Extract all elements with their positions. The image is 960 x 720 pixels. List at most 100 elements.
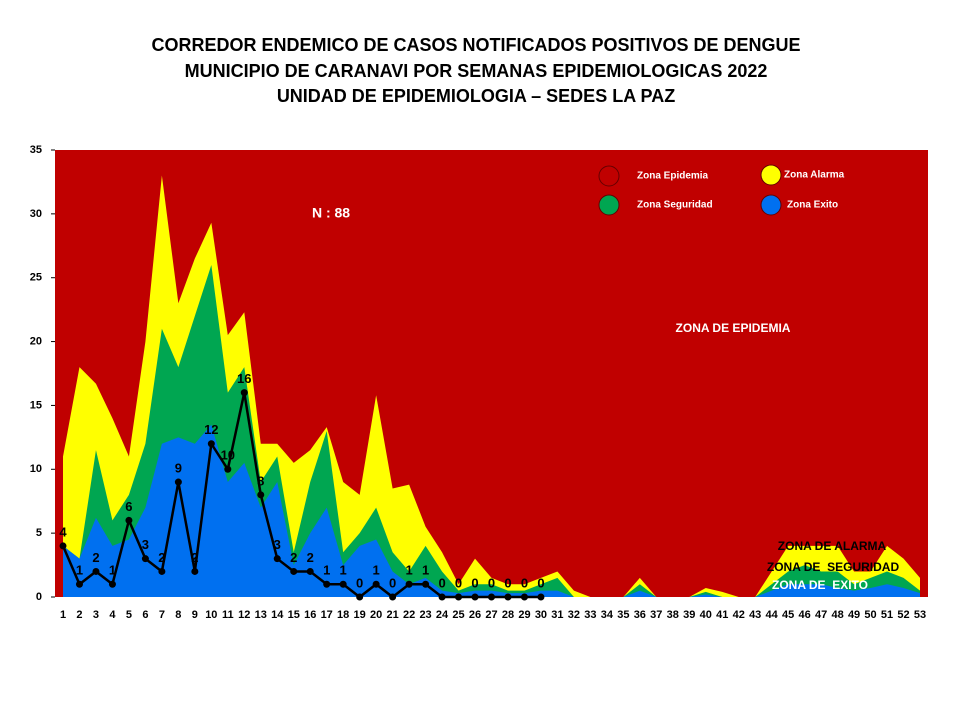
x-tick-label: 47 [815,609,827,621]
case-point [191,567,199,575]
x-tick-label: 6 [142,609,148,621]
x-tick-label: 8 [175,609,181,621]
annotation: ZONA DE SEGURIDAD [767,560,900,574]
case-point [224,465,232,473]
chart-title: MUNICIPIO DE CARANAVI POR SEMANAS EPIDEM… [185,61,768,81]
x-tick-label: 7 [159,609,165,621]
y-tick-label: 20 [30,335,42,347]
data-label: 8 [257,473,264,488]
case-point [471,593,479,601]
data-label: 0 [488,575,495,590]
case-point [356,593,364,601]
x-tick-label: 3 [93,609,99,621]
x-tick-label: 42 [733,609,745,621]
x-tick-label: 15 [288,609,300,621]
x-tick-label: 27 [485,609,497,621]
data-label: 1 [76,563,83,578]
case-point [75,580,83,588]
data-label: 1 [373,563,380,578]
x-tick-label: 28 [502,609,514,621]
x-tick-label: 1 [60,609,66,621]
x-tick-label: 31 [551,609,563,621]
x-tick-label: 23 [419,609,431,621]
data-label: 0 [504,575,511,590]
data-label: 0 [521,575,528,590]
data-label: 16 [237,371,251,386]
case-point [59,542,67,550]
y-tick-label: 30 [30,208,42,220]
case-point [323,580,331,588]
data-label: 4 [59,524,67,539]
x-tick-label: 10 [205,609,217,621]
y-tick-label: 15 [30,399,42,411]
y-tick-label: 25 [30,272,42,284]
x-tick-label: 16 [304,609,316,621]
x-tick-label: 36 [634,609,646,621]
data-label: 3 [274,537,281,552]
annotation: ZONA DE EPIDEMIA [676,321,791,335]
x-tick-label: 11 [222,609,234,621]
case-point [389,593,397,601]
data-label: 0 [471,575,478,590]
legend-label: Zona Epidemia [637,171,709,182]
case-point [422,580,430,588]
case-point [273,555,281,563]
x-tick-label: 34 [601,609,614,621]
x-tick-label: 21 [386,609,398,621]
data-label: 1 [323,563,330,578]
data-label: 2 [158,550,165,565]
data-label: 2 [191,550,198,565]
x-tick-label: 25 [452,609,464,621]
data-label: 9 [175,460,182,475]
data-label: 0 [389,575,396,590]
data-label: 3 [142,537,149,552]
x-tick-label: 13 [255,609,267,621]
x-tick-label: 17 [321,609,333,621]
x-tick-label: 45 [782,609,794,621]
x-tick-label: 53 [914,609,926,621]
case-point [125,516,133,524]
case-point [92,567,100,575]
x-tick-label: 35 [617,609,629,621]
case-point [207,440,215,448]
x-tick-label: 50 [864,609,876,621]
data-label: 0 [537,575,544,590]
x-tick-label: 24 [436,609,449,621]
x-tick-label: 51 [881,609,893,621]
x-tick-label: 19 [354,609,366,621]
data-label: 1 [340,563,347,578]
x-tick-label: 4 [109,609,116,621]
x-tick-label: 32 [568,609,580,621]
case-point [372,580,380,588]
y-tick-label: 10 [30,463,42,475]
legend-label: Zona Alarma [784,170,845,181]
data-label: 0 [438,575,445,590]
x-tick-label: 37 [650,609,662,621]
x-tick-label: 38 [667,609,679,621]
annotation: ZONA DE EXITO [772,578,868,592]
annotation: N : 88 [312,205,350,221]
case-point [488,593,495,601]
case-point [141,555,149,563]
x-tick-label: 18 [337,609,349,621]
chart-title: UNIDAD DE EPIDEMIOLOGIA – SEDES LA PAZ [277,86,675,106]
case-point [438,593,446,601]
x-tick-label: 49 [848,609,860,621]
legend-marker [598,194,620,216]
x-tick-label: 30 [535,609,547,621]
case-point [339,580,347,588]
x-tick-label: 46 [799,609,811,621]
x-tick-label: 39 [683,609,695,621]
x-tick-label: 33 [584,609,596,621]
legend-label: Zona Exito [787,200,838,211]
x-tick-label: 44 [766,609,779,621]
case-point [455,593,463,601]
x-tick-label: 5 [126,609,132,621]
data-label: 1 [405,563,412,578]
x-tick-label: 26 [469,609,481,621]
x-tick-label: 41 [716,609,728,621]
case-point [520,593,528,601]
x-tick-label: 12 [238,609,250,621]
data-label: 2 [290,550,297,565]
